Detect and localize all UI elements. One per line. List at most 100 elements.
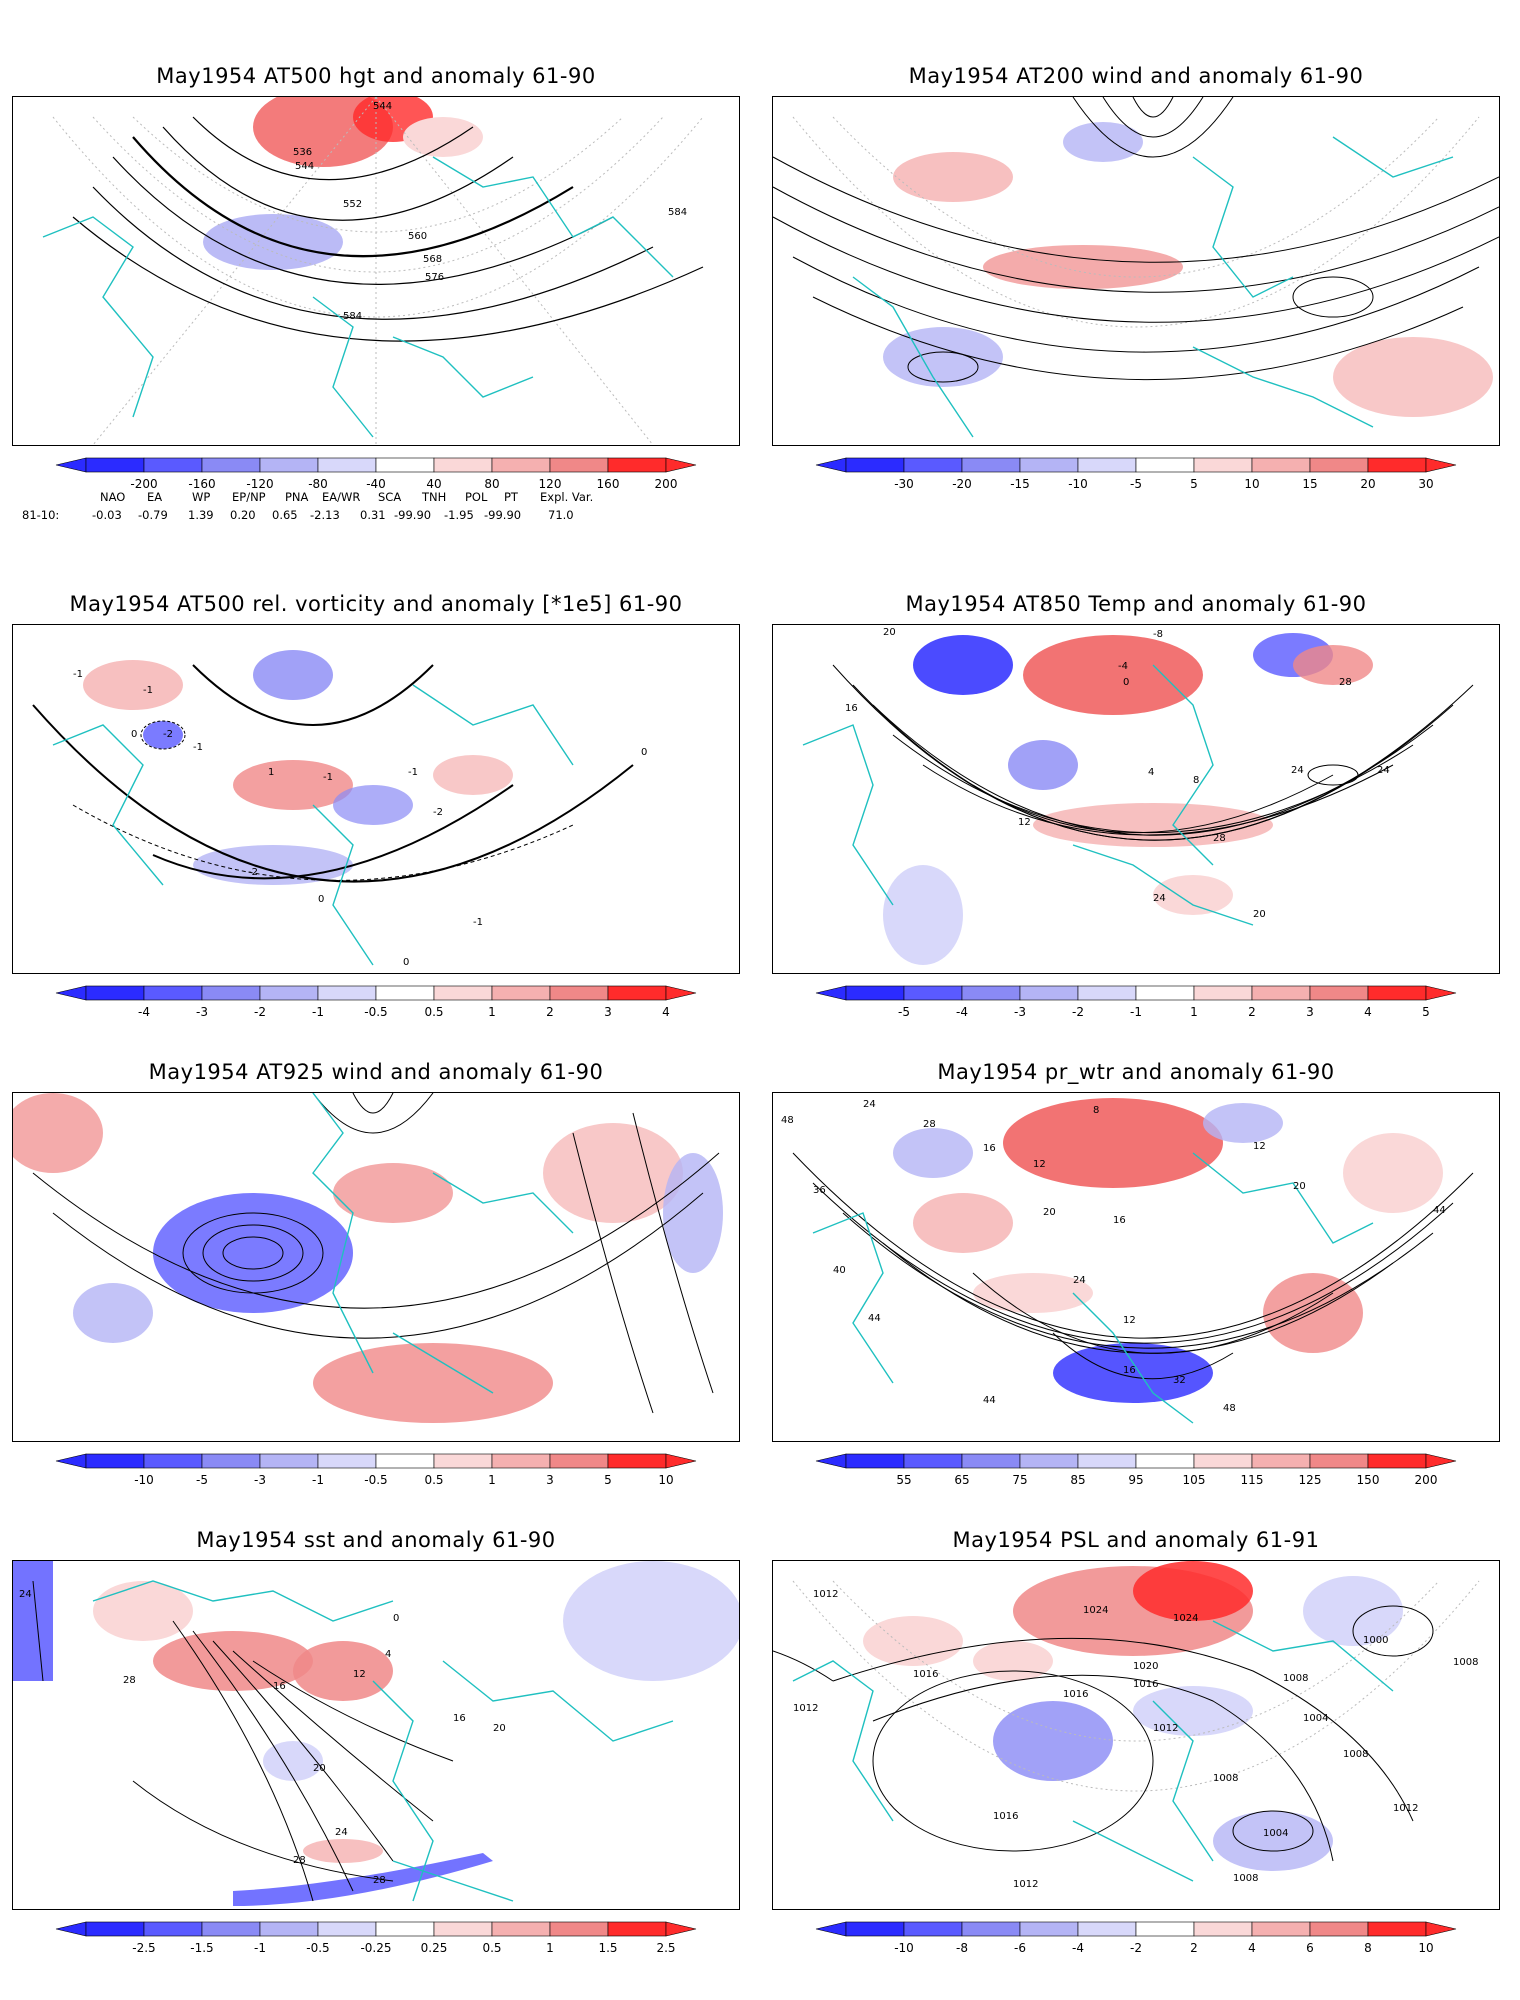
contour-label: 24 xyxy=(1291,765,1304,776)
colorbar-arrow-right xyxy=(665,1453,697,1469)
colorbar-tick: -10 xyxy=(1068,477,1088,491)
colorbar-tick: 5 xyxy=(604,1473,612,1487)
colorbar-tick: 65 xyxy=(954,1473,969,1487)
contour-label: 20 xyxy=(1293,1181,1306,1192)
contour-label: 8 xyxy=(1193,775,1199,786)
colorbar-tick: -2 xyxy=(1072,1005,1084,1019)
map-wind925 xyxy=(13,1093,723,1423)
contour-label: -8 xyxy=(1153,629,1163,640)
index-value: 71.0 xyxy=(548,508,574,522)
index-value: -2.13 xyxy=(310,508,340,522)
colorbar-tick: -5 xyxy=(898,1005,910,1019)
colorbar-tick: 15 xyxy=(1302,477,1317,491)
colorbar-tick: 1.5 xyxy=(598,1941,617,1955)
contour-label: 44 xyxy=(1433,1205,1446,1216)
colorbar: -10 -8 -6 -4 -2 2 4 6 8 10 xyxy=(815,1921,1457,1960)
colorbar-tick: 85 xyxy=(1070,1473,1085,1487)
colorbar-tick: -2.5 xyxy=(132,1941,155,1955)
colorbar-arrow-right xyxy=(665,1921,697,1937)
map-temp850: -8 -4 0 4 8 12 16 20 24 28 28 24 24 20 xyxy=(802,627,1474,965)
contour-label: 1008 xyxy=(1213,1773,1238,1784)
colorbar-tick: 1 xyxy=(488,1473,496,1487)
contour-label: 0 xyxy=(641,747,647,758)
contour-label: -1 xyxy=(193,742,203,753)
colorbar-tick: -3 xyxy=(1014,1005,1026,1019)
contour-label: 12 xyxy=(353,1669,366,1680)
colorbar-arrow-right xyxy=(665,457,697,473)
contour-label: 20 xyxy=(493,1723,506,1734)
colorbar-tick: -0.5 xyxy=(364,1005,387,1019)
colorbar-tick: -80 xyxy=(308,477,328,491)
colorbar-tick: -3 xyxy=(254,1473,266,1487)
graticule xyxy=(792,116,1480,328)
contour-label: 16 xyxy=(1113,1215,1126,1226)
colorbar-tick: -200 xyxy=(130,477,157,491)
colorbar-tick: -20 xyxy=(952,477,972,491)
contour-label: 48 xyxy=(1223,1403,1236,1414)
index-header: EP/NP xyxy=(232,490,266,504)
contour-label: 28 xyxy=(923,1119,936,1130)
contour-label: 12 xyxy=(1253,1141,1266,1152)
coastlines xyxy=(42,156,674,438)
colorbar-svg: -5 -4 -3 -2 -1 1 2 3 4 5 xyxy=(815,985,1457,1019)
index-header: EA/WR xyxy=(322,490,361,504)
contour-label: 1012 xyxy=(1393,1803,1418,1814)
colorbar-tick: 10 xyxy=(1418,1941,1433,1955)
colorbar-tick: 0.25 xyxy=(421,1941,448,1955)
colorbar-tick: 2 xyxy=(546,1005,554,1019)
contour-label: 0 xyxy=(131,729,137,740)
contour-label: 24 xyxy=(1377,765,1390,776)
contour-label: 1016 xyxy=(993,1811,1018,1822)
colorbar-tick: -4 xyxy=(1072,1941,1084,1955)
contour-labels: 24 28 16 12 20 24 28 28 16 20 0 4 xyxy=(19,1589,506,1886)
contour-label: 44 xyxy=(868,1313,881,1324)
colorbar-tick: -10 xyxy=(134,1473,154,1487)
colorbar-tick: 3 xyxy=(1306,1005,1314,1019)
index-header: EA xyxy=(147,490,163,504)
colorbar-tick: 200 xyxy=(1415,1473,1438,1487)
contour-label: 24 xyxy=(335,1827,348,1838)
coastlines xyxy=(92,1580,674,1902)
colorbar-arrow-right xyxy=(1425,1453,1457,1469)
map-wind200 xyxy=(773,97,1499,438)
colorbar-tick: 95 xyxy=(1128,1473,1143,1487)
panel-title: May1954 AT850 Temp and anomaly 61-90 xyxy=(905,592,1367,616)
colorbar-tick: 2 xyxy=(1248,1005,1256,1019)
contour-label: 544 xyxy=(295,161,314,172)
contour-label: 1008 xyxy=(1343,1749,1368,1760)
contour-label: -1 xyxy=(408,767,418,778)
colorbar-tick: -5 xyxy=(196,1473,208,1487)
index-value: -99.90 xyxy=(394,508,432,522)
contour-label: 24 xyxy=(863,1099,876,1110)
contour-label: 1016 xyxy=(1133,1679,1158,1690)
contour-label: 28 xyxy=(293,1855,306,1866)
contour-label: 4 xyxy=(385,1649,391,1660)
anomaly-shading xyxy=(13,1093,723,1423)
colorbar-tick: 30 xyxy=(1418,477,1433,491)
graticule xyxy=(52,97,704,445)
colorbar: -5 -4 -3 -2 -1 1 2 3 4 5 xyxy=(815,985,1457,1024)
contour-label: 536 xyxy=(293,147,312,158)
map-vorticity: -1 -1 -2 -1 -2 -1 -1 -2 0 0 0 0 -1 1 xyxy=(32,650,647,968)
colorbar-svg: -200 -160 -120 -80 -40 40 80 120 160 200 xyxy=(55,457,697,491)
contours xyxy=(32,1580,454,1902)
contour-label: 560 xyxy=(408,231,427,242)
colorbar-tick: 5 xyxy=(1190,477,1198,491)
colorbar-arrow-right xyxy=(665,985,697,1001)
map-frame: -8 -4 0 4 8 12 16 20 24 28 28 24 24 20 xyxy=(772,624,1500,974)
contour-label: 544 xyxy=(373,101,392,112)
map-sst: 24 28 16 12 20 24 28 28 16 20 0 4 xyxy=(13,1561,739,1906)
contour-label: 16 xyxy=(273,1681,286,1692)
contour-label: 1008 xyxy=(1233,1873,1258,1884)
colorbar-arrow-left xyxy=(815,1453,847,1469)
index-value: -1.95 xyxy=(444,508,474,522)
map-frame xyxy=(772,96,1500,446)
contour-label: 12 xyxy=(1033,1159,1046,1170)
contour-label: 1008 xyxy=(1453,1657,1478,1668)
colorbar-tick: -1 xyxy=(312,1005,324,1019)
colorbar-tick: 3 xyxy=(604,1005,612,1019)
contour-label: 1020 xyxy=(1133,1661,1158,1672)
index-header: Expl. Var. xyxy=(540,490,594,504)
contour-label: 0 xyxy=(1123,677,1129,688)
contour-labels: 1012 1024 1024 1016 1020 1016 1016 1012 … xyxy=(793,1589,1478,1890)
